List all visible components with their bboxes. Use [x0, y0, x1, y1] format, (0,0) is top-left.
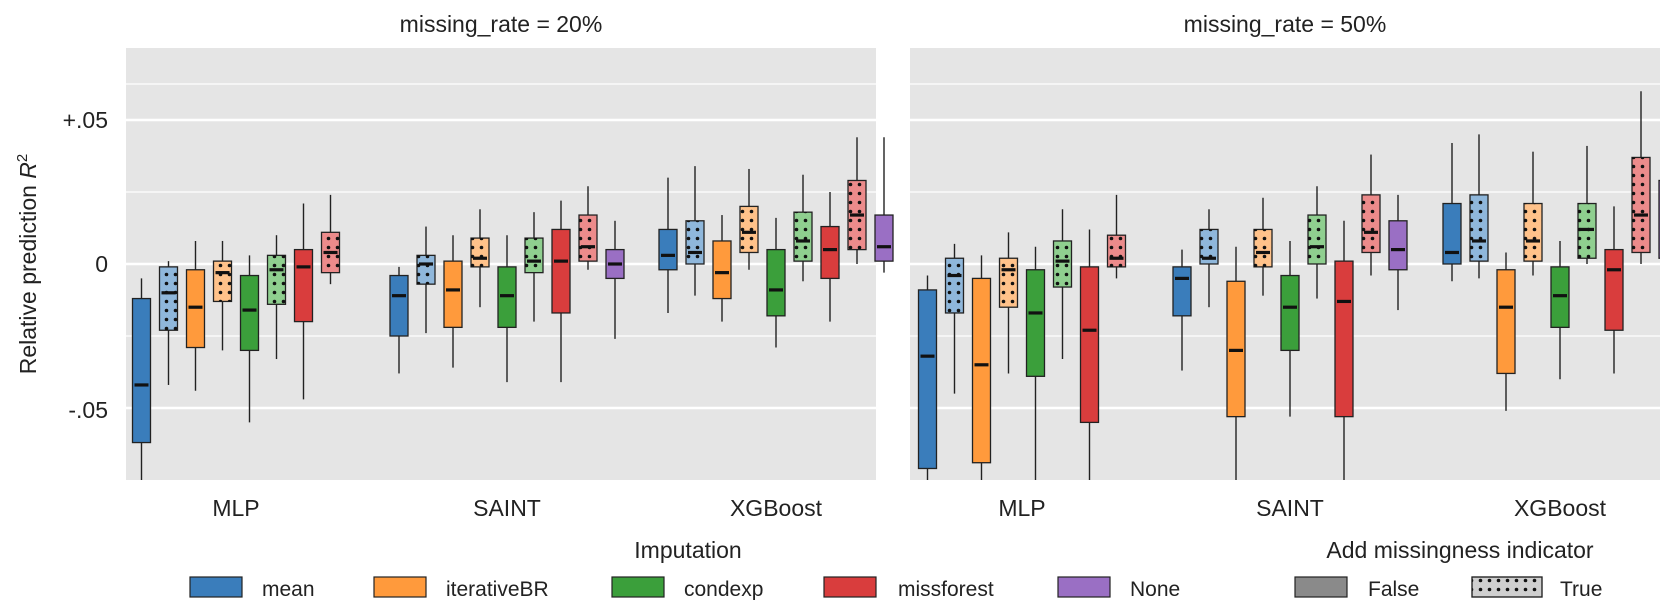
box-hatch-p0-saint-condexp-ind	[525, 238, 543, 273]
box-hatch-p0-saint-iterativebr-ind	[471, 238, 489, 267]
legend-swatch-mean	[189, 576, 243, 598]
legend-label-true: True	[1560, 578, 1602, 600]
box-p1-mlp-condexp	[1025, 269, 1046, 377]
box-p1-saint-mean	[1172, 266, 1192, 317]
box-p1-saint-missforest	[1334, 260, 1354, 418]
box-hatch-p0-mlp-mean-ind	[159, 266, 178, 331]
y-tick-label-zero: 0	[95, 251, 108, 277]
legend-label-missforest: missforest	[898, 578, 994, 600]
legend-imputation-title: Imputation	[634, 537, 741, 563]
box-p1-xgboost-mean	[1442, 202, 1462, 265]
box-p0-mlp-condexp	[239, 274, 260, 352]
box-p1-xgboost-missforest	[1604, 248, 1624, 331]
box-hatch-p1-xgboost-mean-ind	[1470, 194, 1488, 262]
box-p0-xgboost-none	[874, 214, 894, 262]
box-p0-xgboost-condexp	[766, 248, 786, 317]
box-p1-xgboost-iterativebr	[1496, 269, 1516, 375]
legend-label-mean: mean	[262, 578, 315, 600]
legend-indicator-title: Add missingness indicator	[1326, 537, 1594, 563]
box-hatch-p1-mlp-mean-ind	[945, 258, 964, 313]
legend-swatch-false	[1294, 576, 1348, 598]
box-p0-xgboost-iterativebr	[712, 240, 732, 300]
box-hatch-p1-mlp-condexp-ind	[1053, 240, 1072, 288]
x-label-mlp-20: MLP	[212, 495, 259, 521]
legend-swatch-true-dots	[1471, 576, 1543, 598]
box-hatch-p1-saint-iterativebr-ind	[1254, 229, 1272, 267]
x-label-mlp-50: MLP	[998, 495, 1045, 521]
box-hatch-p0-xgboost-condexp-ind	[794, 212, 812, 262]
box-hatch-p0-xgboost-iterativebr-ind	[740, 206, 758, 253]
box-hatch-p0-saint-missforest-ind	[579, 215, 597, 262]
y-axis-label: Relative prediction R2	[14, 154, 41, 375]
box-hatch-p0-mlp-condexp-ind	[267, 255, 286, 305]
panel-title-20: missing_rate = 20%	[400, 11, 603, 37]
legend-label-false: False	[1368, 578, 1419, 600]
x-label-saint-20: SAINT	[473, 495, 541, 521]
y-tick-label-neg05: -.05	[68, 397, 108, 423]
box-hatch-p1-xgboost-iterativebr-ind	[1524, 203, 1542, 262]
box-hatch-p0-xgboost-mean-ind	[686, 220, 704, 264]
box-hatch-p1-saint-missforest-ind	[1362, 194, 1380, 253]
box-hatch-p1-xgboost-missforest-ind	[1632, 157, 1650, 253]
box-p1-saint-none	[1388, 220, 1408, 271]
box-hatch-p1-mlp-iterativebr-ind	[999, 258, 1018, 308]
panel-title-50: missing_rate = 50%	[1184, 11, 1387, 37]
boxes	[131, 91, 1660, 480]
box-hatch-p1-saint-condexp-ind	[1308, 215, 1326, 264]
box-hatch-p1-saint-mean-ind	[1200, 229, 1218, 264]
box-hatch-p1-mlp-missforest-ind	[1107, 235, 1126, 267]
box-p0-mlp-mean	[131, 297, 152, 444]
legend-label-iterativebr: iterativeBR	[446, 578, 549, 600]
box-p0-saint-mean	[389, 274, 409, 337]
box-p1-mlp-iterativebr	[971, 277, 992, 464]
legend-swatch-condexp	[611, 576, 665, 598]
box-p0-mlp-missforest	[293, 248, 314, 323]
box-p1-saint-condexp	[1280, 274, 1300, 352]
legend-swatch-missforest	[823, 576, 877, 598]
y-tick-label-pos05: +.05	[63, 107, 108, 133]
box-hatch-p0-saint-mean-ind	[417, 255, 435, 285]
x-label-xgboost-20: XGBoost	[730, 495, 823, 521]
x-label-saint-50: SAINT	[1256, 495, 1324, 521]
legend-swatch-none	[1057, 576, 1111, 598]
x-label-xgboost-50: XGBoost	[1514, 495, 1607, 521]
box-p1-mlp-missforest	[1079, 266, 1100, 424]
box-p0-saint-missforest	[551, 228, 571, 314]
box-hatch-p0-mlp-iterativebr-ind	[213, 261, 232, 302]
box-p0-saint-iterativebr	[443, 260, 463, 329]
box-p0-xgboost-missforest	[820, 225, 840, 280]
box-p0-xgboost-mean	[658, 228, 678, 271]
legend-label-none: None	[1130, 578, 1180, 600]
legend-swatch-iterativebr	[373, 576, 427, 598]
legend-label-condexp: condexp	[684, 578, 763, 600]
box-p1-mlp-mean	[917, 289, 938, 470]
